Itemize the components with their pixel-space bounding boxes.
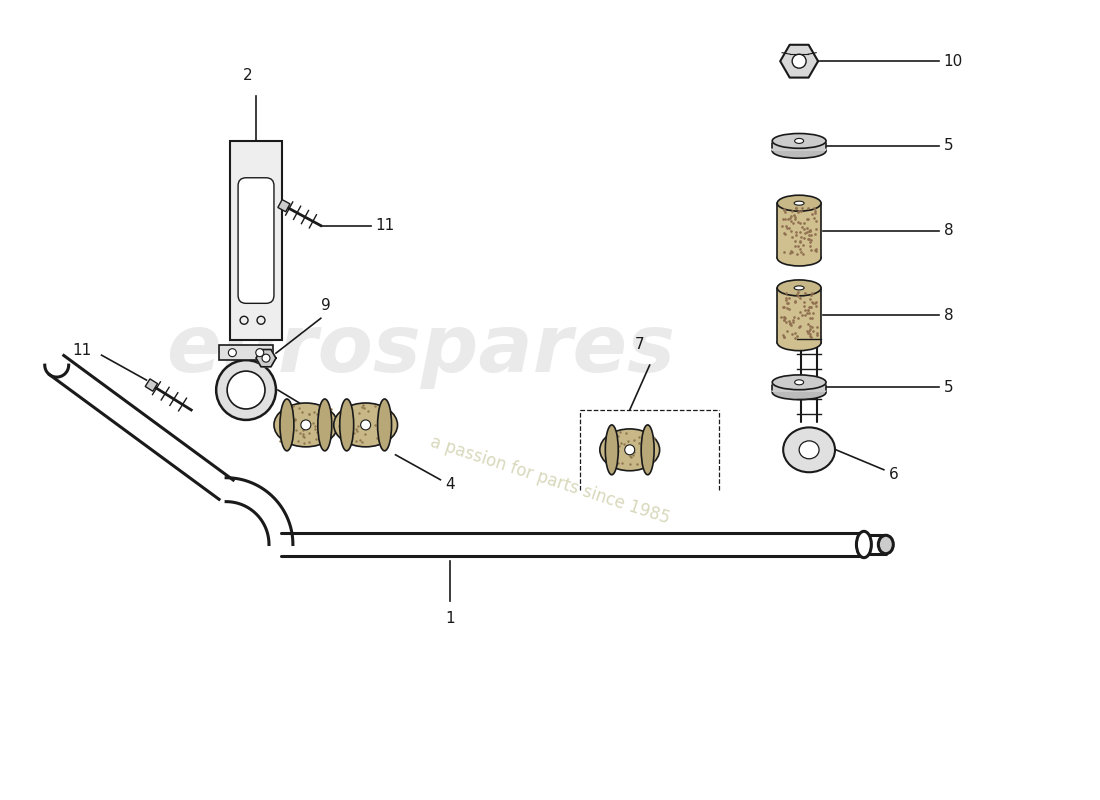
Text: 7: 7 bbox=[635, 337, 645, 352]
Polygon shape bbox=[256, 350, 276, 366]
Text: 3: 3 bbox=[341, 422, 351, 438]
Text: 2: 2 bbox=[243, 68, 253, 83]
Ellipse shape bbox=[772, 375, 826, 390]
FancyBboxPatch shape bbox=[778, 288, 821, 342]
Ellipse shape bbox=[318, 399, 332, 451]
Ellipse shape bbox=[778, 334, 821, 350]
Ellipse shape bbox=[772, 385, 826, 400]
Ellipse shape bbox=[794, 286, 804, 290]
Text: 11: 11 bbox=[375, 218, 395, 233]
Circle shape bbox=[262, 354, 270, 362]
Ellipse shape bbox=[333, 403, 397, 447]
FancyBboxPatch shape bbox=[230, 141, 282, 340]
Ellipse shape bbox=[279, 399, 294, 451]
Ellipse shape bbox=[879, 535, 893, 554]
Ellipse shape bbox=[772, 143, 826, 158]
FancyBboxPatch shape bbox=[778, 203, 821, 258]
Ellipse shape bbox=[799, 441, 820, 458]
Text: eurospares: eurospares bbox=[166, 311, 675, 389]
Bar bbox=[145, 379, 157, 391]
Circle shape bbox=[217, 360, 276, 420]
Ellipse shape bbox=[778, 195, 821, 211]
Circle shape bbox=[361, 420, 371, 430]
Text: 9: 9 bbox=[321, 298, 330, 314]
Bar bbox=[278, 199, 290, 212]
Text: 4: 4 bbox=[446, 478, 455, 492]
Ellipse shape bbox=[340, 399, 354, 451]
Ellipse shape bbox=[794, 138, 804, 143]
Ellipse shape bbox=[274, 403, 338, 447]
Text: 1: 1 bbox=[446, 611, 455, 626]
Circle shape bbox=[792, 54, 806, 68]
Ellipse shape bbox=[794, 380, 804, 385]
Text: 5: 5 bbox=[944, 380, 954, 394]
Circle shape bbox=[229, 349, 236, 357]
Ellipse shape bbox=[605, 425, 618, 474]
Ellipse shape bbox=[778, 250, 821, 266]
Ellipse shape bbox=[783, 427, 835, 472]
Text: 8: 8 bbox=[944, 308, 954, 322]
Text: 11: 11 bbox=[73, 342, 91, 358]
Ellipse shape bbox=[857, 531, 871, 558]
Text: a passion for parts since 1985: a passion for parts since 1985 bbox=[428, 433, 672, 527]
Text: 10: 10 bbox=[944, 54, 962, 69]
Text: 5: 5 bbox=[944, 138, 954, 154]
Circle shape bbox=[256, 349, 264, 357]
Circle shape bbox=[625, 445, 635, 455]
Ellipse shape bbox=[600, 429, 660, 470]
Polygon shape bbox=[780, 45, 818, 78]
Ellipse shape bbox=[377, 399, 392, 451]
Ellipse shape bbox=[794, 201, 804, 205]
FancyBboxPatch shape bbox=[772, 382, 826, 392]
FancyBboxPatch shape bbox=[219, 345, 274, 360]
Text: 6: 6 bbox=[889, 467, 899, 482]
Ellipse shape bbox=[772, 134, 826, 148]
FancyBboxPatch shape bbox=[238, 178, 274, 303]
Circle shape bbox=[301, 420, 311, 430]
Text: 8: 8 bbox=[944, 223, 954, 238]
Ellipse shape bbox=[641, 425, 654, 474]
FancyBboxPatch shape bbox=[772, 141, 826, 151]
Circle shape bbox=[227, 371, 265, 409]
Ellipse shape bbox=[778, 280, 821, 296]
